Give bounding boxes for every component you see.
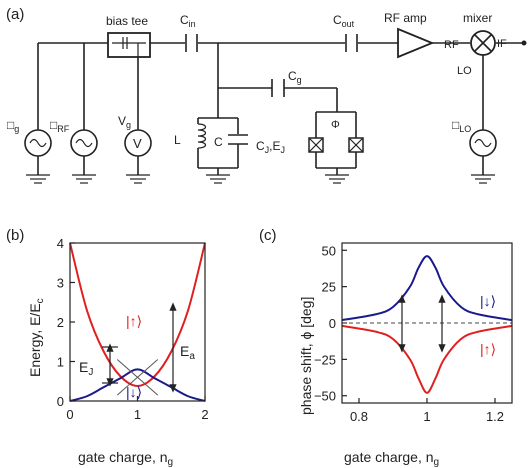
chart-c-xlabel: gate charge, ng xyxy=(344,449,439,468)
panel-label-b: (b) xyxy=(6,227,24,244)
svg-text:|↓⟩: |↓⟩ xyxy=(480,293,496,309)
chart-b-ylabel: Energy, E/Ec xyxy=(27,298,46,377)
chart-b-series-line-0 xyxy=(69,242,206,387)
chart-c-annotations: |↓⟩ |↑⟩ xyxy=(398,293,496,357)
chart-b-xlabel: gate charge, ng xyxy=(78,449,173,468)
mixer-if-port: IF xyxy=(497,38,507,50)
panel-label-c: (c) xyxy=(259,227,277,244)
chart-c-ytick-label: −50 xyxy=(314,389,336,404)
chart-energy: (b) Energy, E/Ec gate charge, ng 0 1 2 0 1 2 3… xyxy=(6,227,209,468)
chart-b-ytick-label: 0 xyxy=(57,394,64,409)
chart-c-series-line-0 xyxy=(341,255,513,322)
bias-tee-label: bias tee xyxy=(106,14,148,28)
chart-c-xtick-label: 1.2 xyxy=(486,409,504,424)
chart-c-xtick-label: 1 xyxy=(423,409,430,424)
chart-c-xtick-label: 0.8 xyxy=(350,409,368,424)
chart-b-asymptote-line xyxy=(116,359,159,396)
junction-loop: Φ CJ,EJ xyxy=(256,111,364,184)
svg-text:EJ: EJ xyxy=(79,359,93,378)
svg-text:Cin: Cin xyxy=(180,13,196,29)
svg-text:Cg: Cg xyxy=(288,69,302,85)
svg-text:CJ,EJ: CJ,EJ xyxy=(256,139,285,155)
voltmeter: V Vg xyxy=(118,114,152,184)
svg-text:|↑⟩: |↑⟩ xyxy=(126,313,142,329)
resonator-capacitor: C xyxy=(214,134,248,149)
mixer-lo-port: LO xyxy=(457,65,472,77)
svg-text:|↓⟩: |↓⟩ xyxy=(126,384,142,400)
chart-phase: (c) phase shift, ϕ [deg] gate charge, ng… xyxy=(259,227,513,468)
flux-label: Φ xyxy=(331,119,340,131)
svg-text:Vg: Vg xyxy=(118,114,131,130)
chart-b-series-line-1 xyxy=(69,368,206,402)
chart-c-ytick-label: 25 xyxy=(322,280,336,295)
mixer-rf-port: RF xyxy=(444,39,459,51)
chart-b-xtick-label: 2 xyxy=(201,407,208,422)
inductor: L xyxy=(174,123,207,149)
circuit-panel: (a) bias tee Cin Cout xyxy=(6,6,527,184)
chart-b-frame xyxy=(69,242,206,402)
source-g: □g xyxy=(7,118,52,184)
svg-text:□g: □g xyxy=(7,118,19,134)
c-in-capacitor: Cin xyxy=(180,13,198,52)
c-g-capacitor: Cg xyxy=(271,69,302,97)
bias-tee: bias tee xyxy=(106,14,151,58)
svg-text:V: V xyxy=(133,136,142,151)
chart-b-ytick-label: 1 xyxy=(57,355,64,370)
svg-text:C: C xyxy=(214,135,223,149)
chart-c-ylabel: phase shift, ϕ [deg] xyxy=(298,297,314,415)
source-rf: □RF xyxy=(50,118,98,184)
chart-b-xtick-label: 0 xyxy=(66,407,73,422)
mixer-label: mixer xyxy=(463,11,492,25)
svg-text:Ea: Ea xyxy=(180,343,195,362)
chart-c-ytick-label: 0 xyxy=(329,316,336,331)
svg-text:□RF: □RF xyxy=(50,118,70,134)
panel-label-a: (a) xyxy=(6,6,24,23)
c-out-capacitor: Cout xyxy=(333,13,358,52)
chart-c-frame xyxy=(341,242,513,404)
svg-text:L: L xyxy=(174,133,181,147)
svg-text:|↑⟩: |↑⟩ xyxy=(480,341,496,357)
source-lo: □LO xyxy=(452,118,497,184)
chart-c-ytick-label: 50 xyxy=(322,243,336,258)
chart-c-ytick-label: −25 xyxy=(314,352,336,367)
chart-c-series-line-1 xyxy=(341,324,513,394)
chart-b-ytick-label: 4 xyxy=(57,236,64,251)
rf-amp: RF amp xyxy=(384,11,435,59)
chart-b-annotations: EJ Ea |↑⟩ |↓⟩ xyxy=(79,302,195,400)
rf-amp-label: RF amp xyxy=(384,11,427,25)
svg-text:□LO: □LO xyxy=(452,118,471,134)
svg-text:Cout: Cout xyxy=(333,13,355,29)
chart-b-ytick-label: 3 xyxy=(57,276,64,291)
chart-b-xtick-label: 1 xyxy=(134,407,141,422)
mixer: mixer RF IF LO xyxy=(444,11,507,77)
chart-b-ytick-label: 2 xyxy=(57,315,64,330)
